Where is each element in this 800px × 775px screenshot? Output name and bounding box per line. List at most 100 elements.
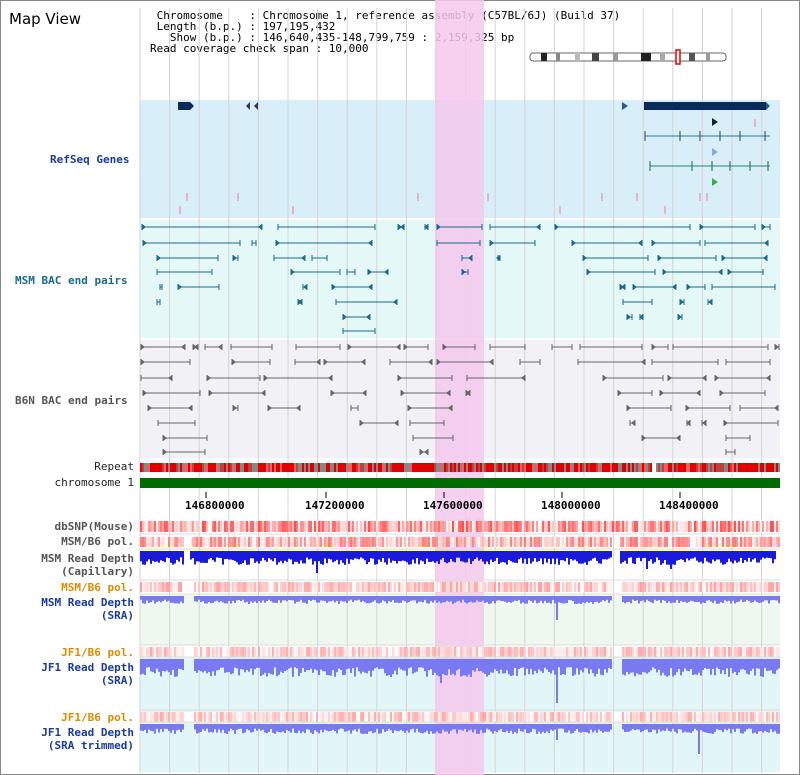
heat-cell	[194, 582, 196, 592]
depth-bar	[610, 724, 612, 730]
depth-bar	[654, 551, 656, 563]
heat-cell	[298, 712, 300, 722]
depth-bar	[452, 596, 454, 604]
depth-bar	[664, 659, 666, 676]
heat-cell	[654, 647, 656, 657]
depth-bar	[308, 659, 310, 671]
heat-cell	[342, 647, 344, 657]
heat-cell	[678, 647, 680, 657]
depth-bar	[648, 659, 650, 673]
heat-cell	[674, 537, 676, 547]
heat-cell	[352, 712, 354, 722]
heat-cell	[390, 647, 392, 657]
heat-cell	[548, 712, 550, 722]
heat-cell	[484, 647, 486, 657]
repeat-block	[216, 463, 218, 472]
heat-cell	[554, 582, 556, 592]
heat-cell	[660, 521, 662, 532]
depth-bar	[568, 596, 570, 601]
depth-bar	[722, 724, 724, 733]
bac-end-arrow	[572, 240, 576, 246]
depth-bar	[354, 596, 356, 601]
depth-bar	[384, 596, 386, 602]
heat-cell	[700, 582, 702, 592]
depth-bar	[422, 551, 424, 562]
heat-cell	[544, 537, 546, 547]
depth-bar	[574, 724, 576, 731]
depth-bar	[584, 659, 586, 668]
depth-bar	[462, 724, 464, 731]
heat-cell	[428, 537, 430, 547]
depth-bar	[658, 659, 660, 670]
heat-cell	[752, 647, 754, 657]
heat-cell	[748, 521, 750, 532]
depth-bar	[408, 724, 410, 733]
heat-cell	[650, 712, 652, 722]
depth-bar	[200, 551, 202, 563]
depth-bar	[344, 659, 346, 675]
bac-end-arrow	[343, 314, 347, 320]
heat-cell	[682, 647, 684, 657]
bac-end-arrow	[722, 255, 726, 261]
heat-cell	[362, 582, 364, 592]
repeat-block	[778, 463, 780, 472]
heat-cell	[408, 647, 410, 657]
heat-cell	[550, 712, 552, 722]
heat-cell	[608, 647, 610, 657]
depth-bar	[386, 551, 388, 565]
heat-cell	[600, 712, 602, 722]
depth-bar	[228, 596, 230, 601]
heat-cell	[146, 647, 148, 657]
depth-bar	[746, 724, 748, 730]
repeat-block	[302, 463, 304, 472]
depth-bar	[472, 724, 474, 733]
depth-bar	[536, 596, 538, 604]
heat-cell	[328, 647, 330, 657]
repeat-block	[400, 463, 402, 472]
depth-bar	[610, 551, 612, 558]
depth-bar	[256, 659, 258, 668]
depth-bar	[304, 551, 306, 564]
depth-bar	[338, 659, 340, 669]
depth-bar	[220, 551, 222, 559]
depth-bar	[166, 659, 168, 671]
heat-cell	[464, 647, 466, 657]
depth-bar	[332, 551, 334, 563]
heat-cell	[692, 521, 694, 532]
depth-bar	[560, 551, 562, 561]
repeat-block	[604, 463, 606, 472]
depth-bar	[258, 551, 260, 564]
depth-bar	[692, 659, 694, 676]
depth-bar	[628, 596, 630, 602]
heat-cell	[380, 712, 382, 722]
heat-cell	[408, 712, 410, 722]
heat-cell	[402, 537, 404, 547]
depth-bar	[530, 724, 532, 733]
depth-bar	[590, 659, 592, 670]
depth-bar	[292, 724, 294, 729]
heat-cell	[278, 537, 280, 547]
depth-bar	[476, 596, 478, 601]
depth-bar	[548, 551, 550, 559]
depth-bar	[664, 596, 666, 601]
depth-bar	[376, 724, 378, 729]
heat-cell	[548, 647, 550, 657]
heat-cell	[728, 647, 730, 657]
depth-bar	[444, 596, 446, 603]
repeat-block	[438, 463, 440, 472]
heat-cell	[474, 537, 476, 547]
heat-cell	[672, 537, 674, 547]
depth-bar	[218, 551, 220, 558]
heat-cell	[756, 537, 758, 547]
heat-cell	[546, 537, 548, 547]
heat-cell	[640, 537, 642, 547]
heat-cell	[684, 537, 686, 547]
heat-cell	[676, 537, 678, 547]
bac-end-arrow	[587, 269, 591, 275]
heat-cell	[174, 647, 176, 657]
heat-cell	[414, 712, 416, 722]
depth-bar	[498, 659, 500, 674]
repeat-block	[368, 463, 370, 472]
depth-bar	[520, 659, 522, 668]
